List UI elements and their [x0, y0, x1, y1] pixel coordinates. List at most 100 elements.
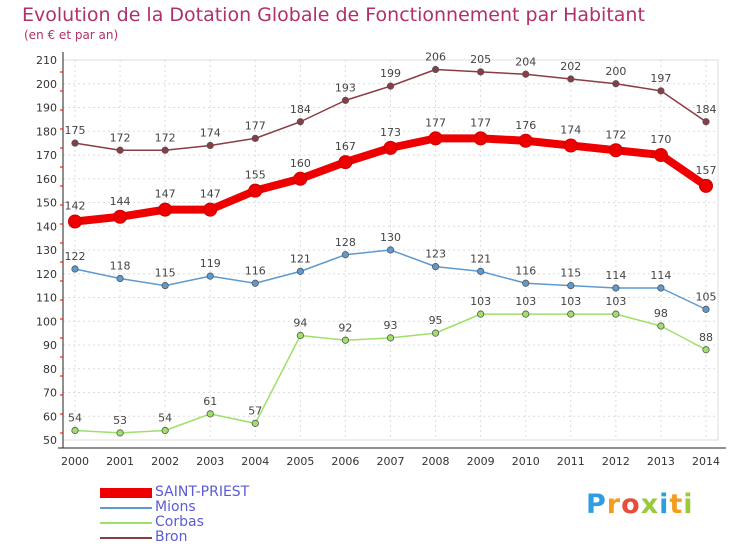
y-tick-label: 80	[43, 363, 57, 376]
y-tick-label: 60	[43, 410, 57, 423]
data-point	[567, 282, 575, 290]
y-tick-label: 140	[36, 220, 57, 233]
data-point	[702, 346, 710, 354]
data-label: 103	[470, 295, 491, 308]
data-point	[341, 336, 350, 344]
data-point	[657, 87, 665, 95]
data-point	[116, 429, 124, 437]
data-label: 130	[380, 231, 401, 244]
data-point	[702, 305, 710, 313]
logo-letter: x	[640, 489, 660, 520]
data-point	[206, 141, 214, 150]
x-tick-label: 2009	[467, 455, 495, 468]
data-label: 197	[650, 72, 671, 85]
legend-label: Corbas	[155, 514, 204, 530]
data-label: 172	[155, 131, 176, 144]
y-tick-label: 110	[36, 292, 57, 305]
data-point	[386, 246, 395, 254]
data-label: 119	[200, 257, 221, 270]
data-label: 184	[696, 103, 717, 116]
data-point	[206, 410, 214, 418]
data-point	[477, 310, 485, 318]
data-point	[71, 426, 79, 435]
data-point	[431, 329, 440, 337]
logo-letter: i	[683, 489, 694, 520]
data-label: 176	[515, 119, 536, 132]
data-point	[296, 118, 304, 126]
data-label: 103	[515, 295, 536, 308]
data-label: 144	[110, 195, 131, 208]
data-label: 92	[338, 321, 352, 334]
axes: 50 60 70 80 90 100 110 120 130 140 150 160 170 180 190…	[36, 52, 726, 468]
data-point	[612, 310, 620, 318]
data-label: 177	[245, 119, 266, 132]
data-point	[161, 426, 169, 435]
data-point	[431, 65, 440, 74]
data-label: 121	[470, 252, 491, 265]
data-point	[653, 148, 668, 162]
data-point	[428, 131, 443, 146]
data-point	[612, 80, 620, 88]
legend-swatch	[100, 488, 152, 498]
data-point	[293, 171, 308, 186]
data-label: 160	[290, 157, 311, 170]
data-label: 54	[158, 412, 172, 425]
data-label: 157	[696, 164, 717, 177]
chart-title: Evolution de la Dotation Globale de Fonc…	[22, 4, 645, 26]
data-point	[251, 279, 259, 287]
x-tick-label: 2014	[692, 455, 720, 468]
x-tick-label: 2004	[241, 455, 269, 468]
logo-letter: P	[586, 489, 607, 520]
data-point	[203, 202, 218, 217]
data-label: 206	[425, 51, 446, 64]
data-label: 172	[110, 131, 131, 144]
data-label: 170	[650, 133, 671, 146]
legend-label: Mions	[155, 499, 196, 515]
y-tick-label: 160	[36, 173, 57, 186]
data-label: 103	[605, 295, 626, 308]
x-tick-label: 2010	[512, 455, 540, 468]
data-point	[113, 209, 128, 224]
data-label: 116	[245, 264, 266, 277]
data-point	[68, 214, 82, 229]
data-label: 122	[65, 250, 86, 263]
proxiti-logo: Proxiti	[586, 489, 694, 520]
data-point	[161, 282, 169, 290]
data-label: 177	[470, 116, 491, 129]
y-tick-label: 210	[36, 54, 57, 67]
legend-label: SAINT-PRIEST	[155, 484, 250, 500]
data-point	[386, 334, 395, 342]
data-label: 54	[68, 412, 82, 425]
data-label: 202	[560, 60, 581, 73]
data-point	[386, 82, 395, 90]
data-label: 121	[290, 252, 311, 265]
x-tick-label: 2006	[331, 455, 359, 468]
series-lines	[68, 65, 713, 437]
data-point	[296, 331, 304, 340]
x-tick-label: 2002	[151, 455, 179, 468]
data-point	[431, 263, 440, 271]
data-point	[612, 284, 620, 292]
y-tick-label: 90	[43, 339, 57, 352]
data-label: 205	[470, 53, 491, 66]
data-label: 200	[605, 65, 626, 78]
x-tick-label: 2001	[106, 455, 134, 468]
data-point	[657, 284, 665, 292]
data-point	[522, 279, 530, 287]
data-label: 147	[200, 188, 221, 201]
logo-letter: r	[606, 489, 622, 520]
data-point	[248, 183, 263, 198]
data-label: 53	[113, 414, 127, 427]
y-tick-label: 180	[36, 125, 57, 138]
y-tick-label: 120	[36, 268, 57, 281]
data-label: 114	[650, 269, 671, 282]
x-tick-label: 2012	[602, 455, 630, 468]
data-label: 177	[425, 116, 446, 129]
data-point	[477, 68, 485, 76]
data-label: 142	[65, 200, 86, 213]
data-point	[116, 274, 124, 283]
data-label: 167	[335, 140, 356, 153]
y-tick-label: 100	[36, 315, 57, 328]
x-tick-label: 2005	[286, 455, 314, 468]
